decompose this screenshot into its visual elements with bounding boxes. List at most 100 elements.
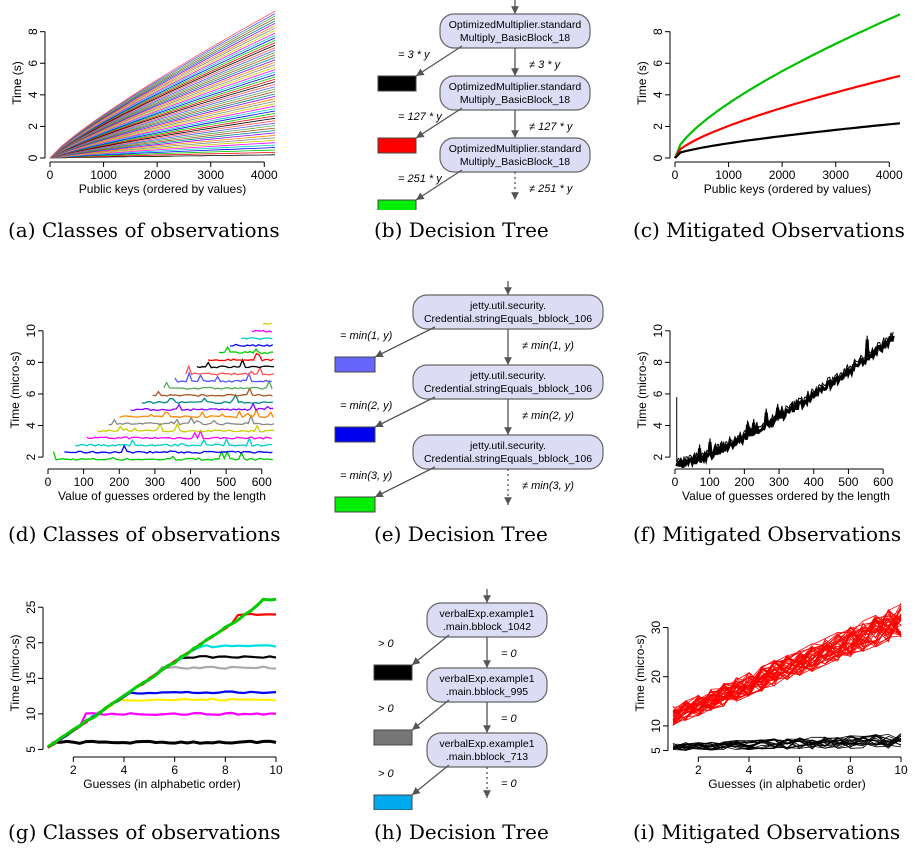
series-line xyxy=(218,345,274,355)
chart-c: 0 1000 2000 3000 4000 0 2 4 6 8 Public keys (order… xyxy=(635,13,903,196)
series-line xyxy=(49,137,276,159)
series-line xyxy=(49,91,276,159)
series-line xyxy=(672,738,902,751)
series-line xyxy=(672,605,902,716)
x-tick-label: 2000 xyxy=(769,168,796,182)
series-line xyxy=(49,66,276,159)
series-line xyxy=(672,618,902,722)
series-line xyxy=(49,105,276,159)
class-box xyxy=(373,794,413,810)
series-line xyxy=(49,108,276,159)
series-line xyxy=(119,408,275,419)
y-tick-label: 5 xyxy=(649,747,663,754)
series-line xyxy=(672,616,902,717)
series-line xyxy=(674,122,901,159)
series-line xyxy=(75,436,273,447)
series-line xyxy=(49,40,276,159)
y-tick-label: 10 xyxy=(649,719,663,733)
series-line xyxy=(49,64,276,159)
series-line xyxy=(672,733,902,751)
edge-label-right: = 0 xyxy=(501,713,517,725)
series-line xyxy=(49,115,276,159)
series-line xyxy=(49,86,276,159)
series-line xyxy=(49,127,276,159)
caption-g: (g) Classes of observations xyxy=(8,820,281,844)
series-line xyxy=(47,644,277,748)
tree-node-label: .main.bblock_713 xyxy=(446,751,528,763)
series-line xyxy=(49,113,276,159)
class-box xyxy=(334,356,376,373)
x-axis-label: Value of guesses ordered by the length xyxy=(682,489,890,503)
series-line xyxy=(49,83,276,159)
series-line xyxy=(49,27,276,159)
x-tick-label: 200 xyxy=(109,475,129,489)
series-line xyxy=(49,147,276,159)
edge-label-right: = 0 xyxy=(501,648,517,660)
y-axis-label: Time (s) xyxy=(635,61,649,105)
x-tick-label: 400 xyxy=(804,475,824,489)
y-tick-label: 30 xyxy=(649,620,663,634)
series-line xyxy=(49,130,276,159)
series-line xyxy=(185,364,275,376)
series-line xyxy=(49,44,276,159)
series-line xyxy=(49,35,276,159)
x-tick-label: 1000 xyxy=(90,168,117,182)
y-tick-label: 2 xyxy=(26,123,40,130)
y-tick-label: 2 xyxy=(651,453,665,460)
y-tick-label: 8 xyxy=(26,28,40,35)
y-tick-label: 4 xyxy=(651,91,665,98)
series-line xyxy=(49,139,276,159)
series-line xyxy=(47,612,277,749)
tree-node-label: .main.bblock_1042 xyxy=(443,621,531,633)
series-line xyxy=(196,358,274,369)
series-line xyxy=(49,120,276,159)
y-tick-label: 2 xyxy=(651,123,665,130)
class-box xyxy=(377,75,417,92)
y-tick-label: 6 xyxy=(651,390,665,397)
edge-label-left: = 3 * y xyxy=(398,49,431,61)
series-line xyxy=(49,20,276,159)
series-line xyxy=(174,371,272,383)
x-axis-label: Public keys (ordered by values) xyxy=(704,182,871,196)
chart-d: 0 100 200 300 400 500 600 2 4 6 8 10 Value of guesse… xyxy=(8,322,275,503)
edge-label-right: ≠ min(3, y) xyxy=(522,480,574,492)
y-tick-label: 4 xyxy=(24,422,38,429)
tree-node-label: Multiply_BasicBlock_18 xyxy=(460,94,570,106)
x-tick-label: 500 xyxy=(216,475,236,489)
x-tick-label: 1000 xyxy=(715,168,742,182)
tree-b: OptimizedMultiplier.standardMultiply_Bas… xyxy=(377,0,591,210)
tree-node-label: Multiply_BasicBlock_18 xyxy=(460,156,570,168)
series-line xyxy=(49,78,276,159)
series-line xyxy=(672,618,902,726)
edge-label-left: = min(2, y) xyxy=(340,400,393,412)
series-line xyxy=(49,96,276,159)
x-tick-label: 4 xyxy=(121,763,128,777)
tree-e: jetty.util.security.Credential.stringEqu… xyxy=(334,281,604,513)
series-line xyxy=(49,81,276,159)
x-tick-label: 400 xyxy=(180,475,200,489)
series-line xyxy=(49,103,276,159)
y-tick-label: 10 xyxy=(651,324,665,338)
y-tick-label: 0 xyxy=(26,154,40,161)
series-line xyxy=(49,152,276,159)
x-tick-label: 4000 xyxy=(251,168,278,182)
y-axis-label: Time (micro-s) xyxy=(635,352,649,429)
x-tick-label: 3000 xyxy=(197,168,224,182)
tree-node-label: verbalExp.example1 xyxy=(439,608,534,620)
edge-label-left: = min(3, y) xyxy=(340,470,393,482)
y-axis-label: Time (micro-s) xyxy=(8,635,22,712)
tree-node-label: jetty.util.security. xyxy=(469,440,546,452)
class-box xyxy=(377,199,417,210)
edge xyxy=(411,699,450,731)
x-tick-label: 600 xyxy=(873,475,893,489)
series-line xyxy=(49,93,276,159)
y-tick-label: 2 xyxy=(24,453,38,460)
tree-h: verbalExp.example1.main.bblock_1042> 0= … xyxy=(373,589,548,810)
series-line xyxy=(263,322,272,325)
x-tick-label: 2000 xyxy=(144,168,171,182)
caption-e: (e) Decision Tree xyxy=(374,522,548,546)
x-tick-label: 6 xyxy=(796,763,803,777)
x-tick-label: 8 xyxy=(222,763,229,777)
edge xyxy=(415,169,463,201)
tree-node-label: OptimizedMultiplier.standard xyxy=(449,143,582,155)
